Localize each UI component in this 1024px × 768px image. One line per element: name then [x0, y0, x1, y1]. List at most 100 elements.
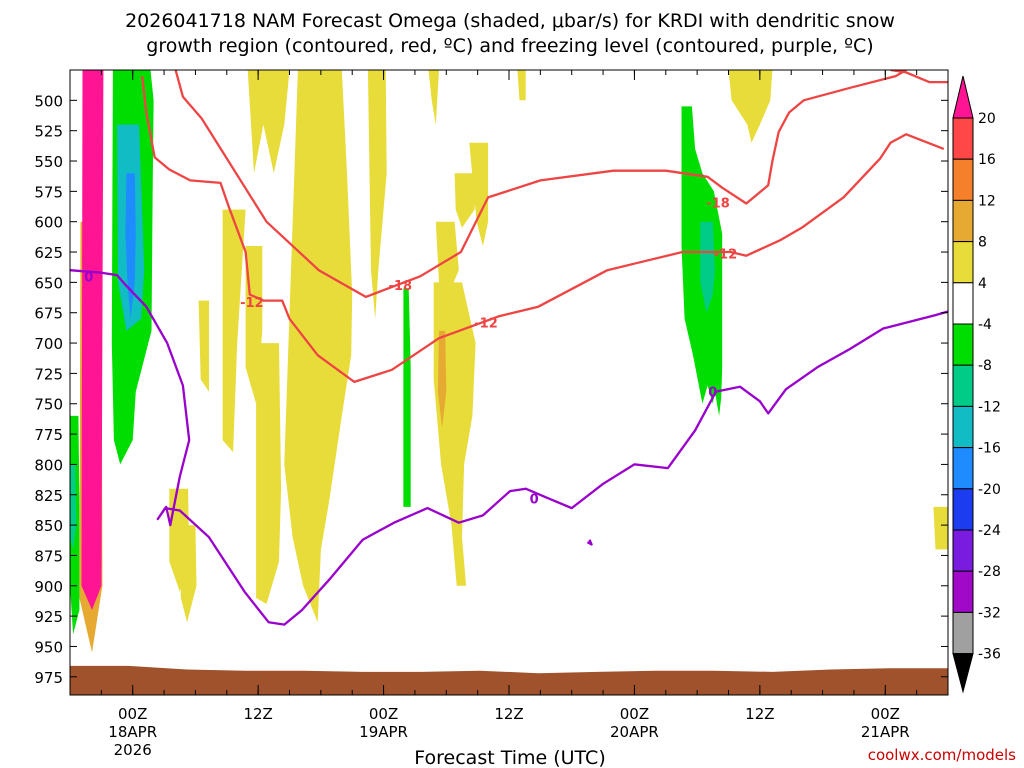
colorbar-label-1: 16: [978, 152, 996, 168]
y-tick-label-4: 600: [34, 214, 63, 232]
y-tick-label-9: 725: [34, 365, 63, 383]
y-tick-label-17: 925: [34, 608, 63, 626]
colorbar-swatch-7: [952, 364, 974, 407]
colorbar-label-3: 8: [978, 235, 987, 251]
y-tick-label-14: 850: [34, 517, 63, 535]
colorbar-label-12: -32: [978, 605, 1001, 621]
contour-1-1: [586, 539, 593, 546]
contour-0-0: [174, 70, 907, 299]
y-tick-label-18: 950: [34, 638, 63, 656]
omega-region-10: [367, 70, 387, 319]
y-tick-label-2: 550: [34, 153, 63, 171]
colorbar-swatch-11: [952, 529, 974, 572]
omega-region-3: [284, 70, 353, 623]
colorbar-swatch-8: [952, 405, 974, 449]
omega-region-13: [454, 173, 478, 228]
omega-region-9: [198, 300, 209, 392]
y-tick-label-16: 900: [34, 578, 63, 596]
y-tick-label-8: 700: [34, 335, 63, 353]
omega-region-24: [70, 464, 77, 550]
contour-label-0: -18: [706, 196, 730, 211]
contour-label-6: 0: [530, 492, 539, 507]
omega-region-18: [933, 506, 948, 550]
colorbar-label-0: 20: [978, 111, 996, 127]
omega-region-11: [428, 70, 439, 125]
x-tick-year-0: 2026: [114, 741, 152, 759]
ground-terrain-layer: [70, 665, 948, 695]
plot-background: [70, 70, 948, 695]
contour-label-7: 0: [708, 386, 717, 401]
contour-0-2: [890, 70, 948, 84]
contour-0-1: [140, 75, 945, 384]
omega-region-5: [256, 343, 282, 604]
omega-region-1: [81, 70, 104, 610]
contour-label-5: 0: [84, 270, 93, 285]
y-tick-label-1: 525: [34, 123, 63, 141]
y-tick-label-13: 825: [34, 487, 63, 505]
omega-region-23: [125, 173, 136, 319]
colorbar-swatch-3: [952, 199, 974, 243]
y-tick-label-3: 575: [34, 183, 63, 201]
y-tick-label-12: 800: [34, 456, 63, 474]
colorbar-swatch-12: [952, 570, 974, 613]
omega-region-16: [517, 70, 526, 101]
colorbar-label-5: -4: [978, 317, 992, 333]
colorbar-label-10: -24: [978, 523, 1001, 539]
ground-shading: [70, 665, 948, 695]
contour-label-4: -12: [474, 316, 498, 331]
omega-shading-layer: [70, 70, 948, 653]
x-tick-label-2: 00Z: [369, 705, 398, 723]
contour-layer: [70, 70, 948, 626]
credit-text: coolwx.com/models: [868, 746, 1016, 764]
x-tick-label-6: 00Z: [871, 705, 900, 723]
chart-title-line-1: 2026041718 NAM Forecast Omega (shaded, μ…: [125, 10, 895, 32]
x-tick-date-4: 20APR: [610, 723, 659, 741]
contour-1-0: [70, 269, 948, 626]
omega-region-25: [403, 288, 411, 507]
colorbar-label-2: 12: [978, 193, 996, 209]
x-tick-date-0: 18APR: [108, 723, 157, 741]
omega-region-12: [435, 221, 459, 295]
colorbar-label-8: -16: [978, 441, 1001, 457]
x-tick-label-5: 12Z: [745, 705, 774, 723]
omega-region-27: [700, 221, 715, 313]
colorbar-swatch-9: [952, 447, 974, 490]
colorbar-label-6: -8: [978, 358, 992, 374]
contour-label-layer: -18 -12 -12 -18 -12 0 0 0: [84, 196, 737, 507]
x-tick-label-1: 12Z: [243, 705, 272, 723]
colorbar-label-7: -12: [978, 399, 1001, 415]
y-tick-label-19: 975: [34, 669, 63, 687]
chart-title-line-2: growth region (contoured, red, ºC) and f…: [146, 35, 873, 57]
contour-label-2: -12: [240, 296, 264, 311]
y-tick-label-15: 875: [34, 547, 63, 565]
y-tick-label-11: 775: [34, 426, 63, 444]
omega-region-8: [180, 525, 197, 623]
colorbar-swatch-6: [952, 323, 974, 366]
y-tick-label-6: 650: [34, 274, 63, 292]
y-tick-label-7: 675: [34, 305, 63, 323]
contour-label-1: -12: [714, 247, 738, 262]
y-axis: 500 525 550 575 600 625 650 675 700 725 750 775 800 8…: [34, 92, 948, 687]
omega-region-19: [437, 330, 447, 428]
y-tick-label-10: 750: [34, 396, 63, 414]
omega-region-14: [469, 142, 489, 246]
x-tick-date-6: 21APR: [861, 723, 910, 741]
colorbar-label-4: 4: [978, 276, 987, 292]
x-tick-label-3: 12Z: [494, 705, 523, 723]
omega-region-17: [728, 70, 773, 143]
colorbar: 20 16 12 8 4 -4 -8 -12 -16 -20 -24 -28 -32 -36: [952, 75, 1001, 694]
y-tick-label-0: 500: [34, 92, 63, 110]
colorbar-bottom-arrow: [952, 653, 974, 694]
colorbar-top-arrow: [952, 75, 974, 119]
colorbar-swatch-13: [952, 611, 974, 655]
colorbar-label-13: -36: [978, 647, 1001, 663]
x-tick-label-4: 00Z: [620, 705, 649, 723]
omega-region-6: [222, 209, 246, 453]
colorbar-label-11: -28: [978, 564, 1001, 580]
x-axis-label: Forecast Time (UTC): [414, 747, 605, 768]
x-tick-label-0: 00Z: [118, 705, 147, 723]
colorbar-swatch-1: [952, 117, 974, 160]
x-tick-date-2: 19APR: [359, 723, 408, 741]
colorbar-swatch-4: [952, 241, 974, 284]
